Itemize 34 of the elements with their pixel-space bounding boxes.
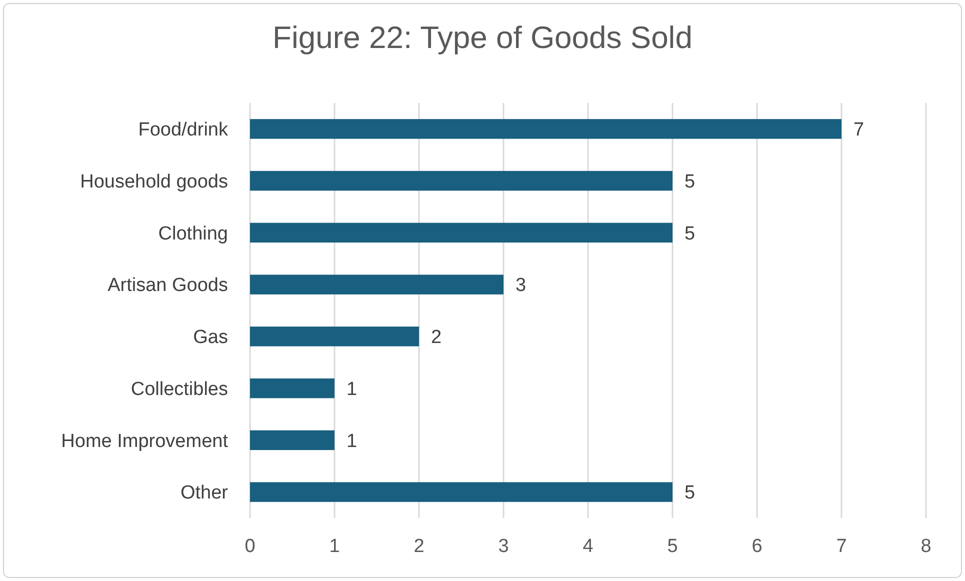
x-tick-label: 1 xyxy=(329,536,340,557)
x-tick-label: 5 xyxy=(667,536,678,557)
y-tick-label: Household goods xyxy=(80,171,228,192)
x-tick-label: 8 xyxy=(920,536,932,557)
chart-title: Figure 22: Type of Goods Sold xyxy=(272,20,692,55)
y-tick-label: Collectibles xyxy=(130,378,228,400)
x-tick-label: 7 xyxy=(836,536,847,557)
y-tick-label: Gas xyxy=(193,327,228,348)
bar xyxy=(250,482,672,502)
data-label: 5 xyxy=(684,223,696,244)
y-tick-label: Home Improvement xyxy=(61,430,229,452)
x-tick-label: 6 xyxy=(752,536,762,557)
data-label: 3 xyxy=(516,275,526,296)
data-label: 1 xyxy=(346,430,358,452)
y-tick-label: Artisan Goods xyxy=(108,275,228,296)
y-tick-label: Clothing xyxy=(158,223,228,244)
data-label: 2 xyxy=(431,327,442,348)
x-tick-label: 4 xyxy=(582,536,594,557)
x-tick-label: 0 xyxy=(244,536,256,557)
y-tick-label: Other xyxy=(180,482,229,504)
data-label: 5 xyxy=(684,171,696,192)
data-label: 7 xyxy=(854,120,864,141)
y-tick-label: Food/drink xyxy=(138,120,228,141)
bar xyxy=(250,119,842,139)
bar xyxy=(250,170,672,191)
bar xyxy=(250,430,334,450)
x-tick-label: 3 xyxy=(498,536,509,557)
data-label: 5 xyxy=(684,482,696,504)
bar xyxy=(250,326,419,346)
data-label: 1 xyxy=(346,378,358,400)
x-tick-label: 2 xyxy=(414,536,424,557)
bar xyxy=(250,222,672,243)
bar xyxy=(250,274,504,294)
bar xyxy=(250,378,334,398)
